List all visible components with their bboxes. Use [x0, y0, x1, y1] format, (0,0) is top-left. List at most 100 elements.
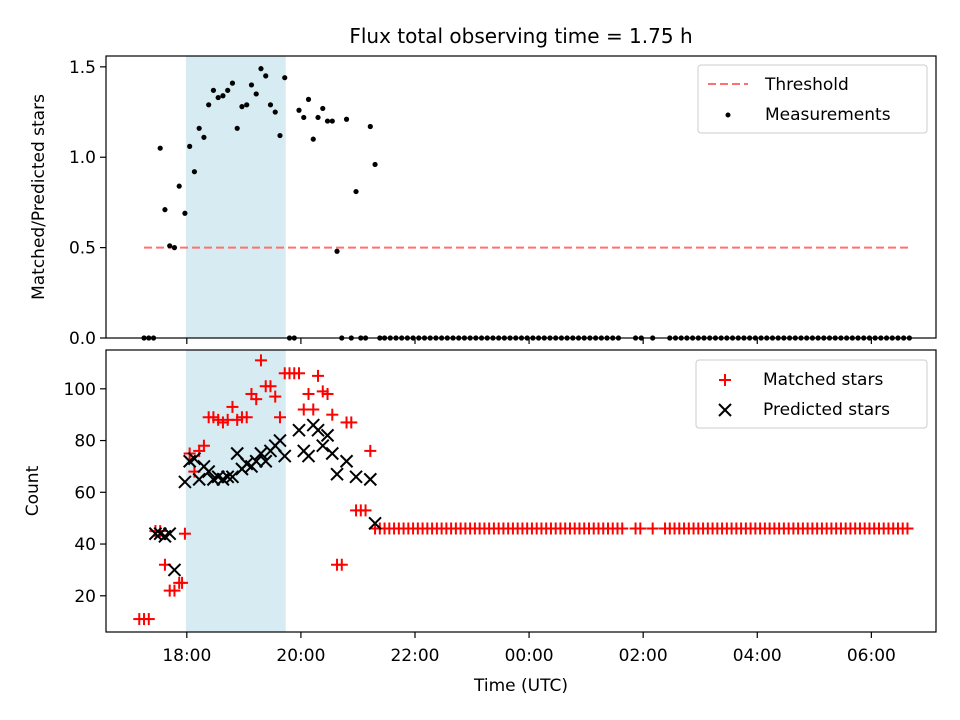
measurement-point: [176, 183, 182, 189]
measurement-point: [191, 169, 198, 175]
bottom-y-axis: 20 40 60 80 100: [64, 380, 106, 607]
predicted-star-point: [162, 526, 177, 541]
measurement-point: [210, 87, 217, 93]
bottom-highlight-span: [185, 350, 286, 632]
top-x-axis-ticks: [186, 338, 872, 344]
matched-star-point: [345, 416, 358, 429]
predicted-star-point: [254, 446, 268, 461]
measurement-point: [277, 132, 283, 139]
predicted-star-point: [368, 516, 382, 531]
matched-star-point: [634, 522, 647, 535]
predicted-star-point: [363, 472, 378, 487]
predicted-star-point: [349, 470, 363, 484]
measurement-point: [234, 125, 240, 131]
measurement-point: [343, 116, 350, 122]
measurement-point: [372, 161, 378, 168]
measurement-point: [182, 210, 188, 216]
predicted-star-point: [301, 449, 316, 463]
measurement-point: [324, 118, 331, 124]
measurement-point: [334, 248, 340, 254]
matched-legend-marker: [719, 374, 731, 386]
measurement-point: [220, 93, 226, 99]
measurement-point: [329, 118, 335, 124]
measurement-point: [263, 73, 269, 79]
predicted-stars-group: [148, 418, 382, 577]
measurement-point: [253, 91, 259, 97]
matched-star-point: [250, 393, 263, 406]
matched-star-point: [264, 380, 277, 393]
x-axis-label: Time (UTC): [473, 676, 568, 696]
matched-star-point: [307, 403, 320, 416]
measurement-point: [267, 102, 274, 108]
predicted-star-point: [249, 454, 263, 468]
measurement-point: [162, 207, 168, 213]
measurement-point: [171, 245, 178, 251]
predicted-star-point: [273, 433, 287, 448]
matched-star-point: [359, 504, 372, 517]
measurement-point: [367, 123, 373, 130]
measurement-point: [315, 114, 321, 121]
matched-star-point: [142, 613, 155, 626]
y-tick-label: 1.0: [69, 148, 96, 168]
predicted-star-point: [259, 454, 273, 468]
bottom-x-axis: 18:00 20:00 22:00 00:00 02:00 04:00 06:00: [162, 632, 896, 666]
predicted-star-point: [330, 467, 344, 481]
y-tick-label: 80: [74, 432, 96, 452]
y-tick-label: 100: [64, 380, 96, 400]
matched-star-point: [364, 444, 377, 457]
predicted-star-point: [278, 449, 292, 463]
bottom-legend-box: [695, 359, 928, 429]
matched-star-point: [273, 411, 286, 424]
measurement-point: [320, 105, 326, 112]
chart-title: Flux total observing time = 1.75 h: [349, 24, 692, 48]
predicted-star-point: [225, 470, 240, 484]
bottom-plot-frame: [105, 349, 937, 633]
x-tick-label: 18:00: [162, 646, 211, 666]
bottom-legend: Matched stars Predicted stars: [695, 359, 928, 429]
top-panel: 0.0 0.5 1.0 1.5 Matched/Predicted stars Thr…: [29, 55, 937, 349]
matched-star-point: [302, 387, 315, 400]
bottom-panel: 20 40 60 80 100 18:00 20:00 22:00 00:00 02:00 04:…: [23, 349, 937, 696]
matched-star-point: [312, 369, 325, 382]
predicted-star-point: [220, 470, 235, 484]
predicted-legend-label: Predicted stars: [763, 400, 890, 420]
predicted-legend-marker: [718, 403, 732, 417]
y-tick-label: 40: [74, 535, 96, 555]
predicted-star-point: [320, 428, 335, 443]
y-tick-label: 0.5: [69, 239, 96, 259]
matched-star-point: [616, 522, 629, 535]
predicted-star-point: [316, 439, 330, 453]
measurement-point: [215, 94, 221, 101]
matched-legend-label: Matched stars: [763, 370, 883, 390]
top-plot-frame: [105, 55, 937, 339]
threshold-legend-label: Threshold: [764, 75, 849, 95]
y-tick-label: 0.0: [69, 329, 96, 349]
matched-star-point: [178, 527, 191, 540]
predicted-star-point: [167, 563, 182, 577]
top-legend-box: [697, 64, 928, 134]
measurement-point: [196, 125, 202, 131]
predicted-star-point: [311, 423, 325, 437]
measurements-legend-marker: [725, 112, 731, 118]
bottom-y-axis-label: Count: [23, 465, 43, 516]
measurement-point: [229, 80, 236, 86]
matched-star-point: [226, 400, 239, 413]
x-tick-label: 00:00: [505, 646, 554, 666]
top-highlight-span: [185, 56, 286, 338]
measurement-point: [282, 75, 288, 81]
matched-star-point: [901, 522, 914, 535]
matched-star-point: [293, 367, 306, 380]
matched-star-point: [168, 584, 181, 597]
predicted-star-point: [339, 454, 354, 468]
y-tick-label: 60: [74, 483, 96, 503]
measurement-point: [167, 243, 173, 249]
predicted-star-point: [325, 446, 339, 461]
measurement-point: [187, 143, 193, 149]
predicted-star-point: [292, 423, 306, 437]
measurement-point: [206, 102, 212, 108]
measurement-point: [258, 66, 264, 72]
measurement-point: [248, 82, 255, 88]
y-tick-label: 20: [74, 587, 96, 607]
predicted-star-point: [201, 464, 216, 479]
